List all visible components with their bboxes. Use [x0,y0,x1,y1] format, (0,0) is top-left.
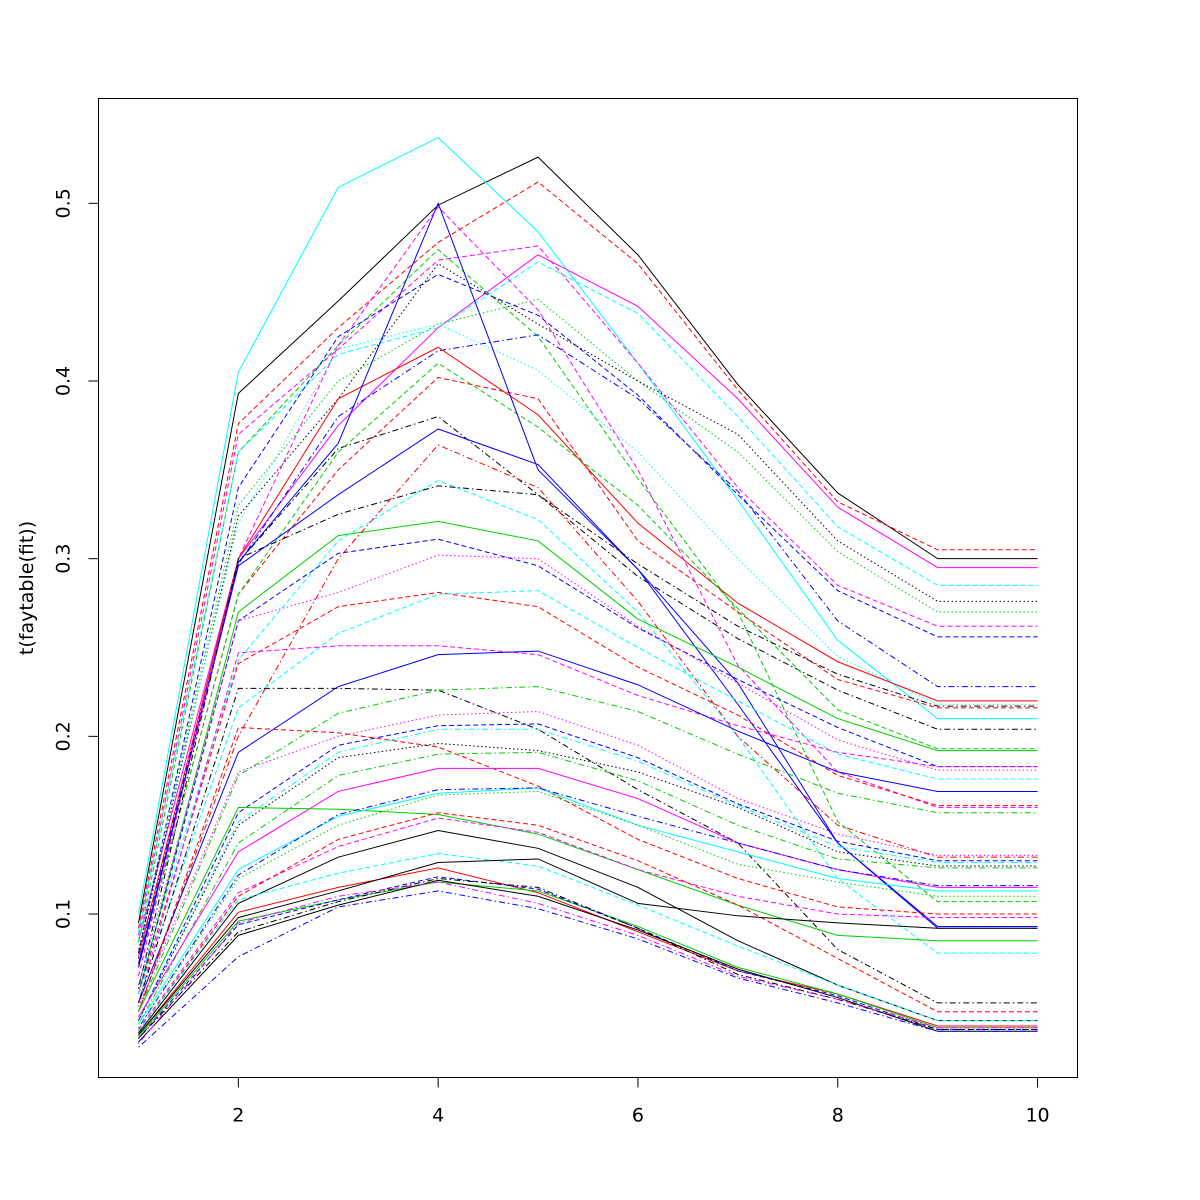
series-line-23 [137,538,1038,995]
series-line-6 [137,248,1038,943]
series-line-25 [137,591,1038,995]
series-line-39 [138,806,1038,1012]
series-line-21 [137,479,1038,986]
series-line-54 [138,890,1038,1048]
series-line-22 [137,485,1038,989]
series-line-47 [138,867,1038,1036]
series-line-37 [138,751,1038,1025]
series-line-8 [137,273,1038,954]
series-line-18 [137,201,1038,968]
series-line-40 [138,787,1038,1025]
series-line-30 [137,687,1038,1004]
series-line-45 [138,830,1038,1034]
series-line-34 [138,723,1038,1021]
series-line-24 [137,554,1038,986]
series-line-2 [137,181,1038,929]
series-line-51 [138,877,1038,1039]
series-line-26 [137,590,1038,995]
series-line-43 [138,817,1038,1030]
series-line-13 [137,323,1038,941]
series-line-48 [138,858,1038,1036]
series-line-41 [138,787,1038,1029]
series-line-5 [137,245,1038,936]
series-line-27 [137,444,1038,1012]
y-tick-label: 0.1 [53,899,75,929]
series-line-33 [138,710,1038,1007]
series-line-50 [138,876,1038,1039]
series-line-17 [137,428,1038,964]
series-line-3 [137,136,1038,915]
y-axis-title: t(faytable(fit)) [16,521,38,655]
y-tick-label: 0.2 [53,721,75,751]
series-line-12 [137,261,1038,932]
series-line-16 [137,362,1038,968]
x-tick-label: 10 [1025,1105,1049,1127]
series-line-7 [137,298,1038,950]
series-line-9 [137,334,1038,959]
series-line-38 [138,767,1038,1018]
series-line-53 [138,881,1038,1045]
x-tick-label: 8 [832,1105,844,1127]
y-tick-label: 0.3 [53,544,75,574]
series-line-19 [137,206,1038,977]
axis-layer: 2 4 6 8 10 0.1 0.2 0.3 0.4 0.5 [53,188,1050,1126]
series-line-15 [137,376,1038,968]
series-line-46 [138,853,1038,1032]
series-line-42 [138,790,1038,1029]
series-line-36 [138,742,1038,1021]
plot-frame [98,98,1078,1078]
series-line-29 [137,650,1038,1004]
x-tick-label: 6 [632,1105,644,1127]
series-line-14 [137,346,1038,957]
series-line-35 [138,728,1038,1021]
x-tick-label: 4 [432,1105,444,1127]
series-line-11 [137,415,1038,968]
series-line-44 [138,812,1038,1032]
series-line-49 [138,881,1038,1037]
series-line-52 [138,879,1038,1043]
series-line-31 [137,686,1038,1012]
series-line-32 [137,726,1038,1012]
y-tick-label: 0.5 [53,188,75,218]
x-tick-label: 2 [232,1105,244,1127]
series-line-4 [137,254,1038,941]
y-tick-label: 0.4 [53,366,75,396]
series-line-10 [137,263,1038,954]
series-line-20 [137,520,1038,995]
series-layer [137,136,1038,1048]
